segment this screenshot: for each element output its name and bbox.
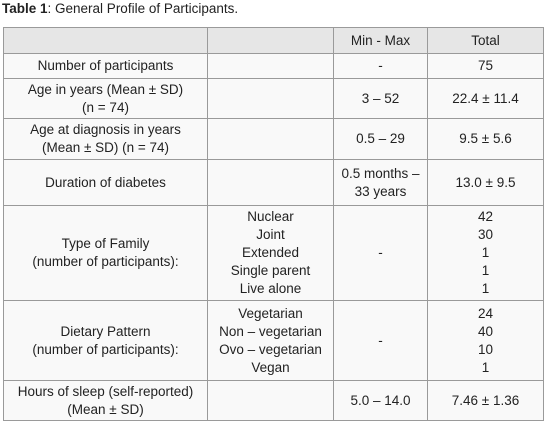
row-label: Duration of diabetes	[3, 159, 208, 206]
min-max: 3 – 52	[333, 78, 428, 119]
total: 13.0 ± 9.5	[427, 159, 544, 206]
total-line: 40	[477, 323, 494, 339]
min-max: -	[333, 205, 428, 301]
row-label: Age at diagnosis in years (Mean ± SD) (n …	[3, 118, 208, 160]
row-items-line: Extended	[241, 245, 300, 260]
total: 9.5 ± 5.6	[427, 118, 544, 160]
total: 42 30 1 1 1	[427, 205, 544, 301]
row-items	[207, 118, 334, 160]
total-line: 10	[477, 341, 494, 357]
total-line: 75	[477, 58, 494, 73]
row-label-line: Age in years (Mean ± SD)	[27, 81, 184, 97]
total-line: 1	[481, 245, 490, 260]
row-items	[207, 380, 334, 421]
row-items-line: Vegetarian	[238, 305, 303, 321]
profile-table: Min - Max Total Number of participants - 7…	[3, 27, 544, 421]
min-max-line: -	[378, 332, 383, 348]
caption-label: Table 1	[2, 1, 48, 16]
caption: Table 1: General Profile of Participants…	[2, 1, 238, 16]
row-items: Nuclear Joint Extended Single parent Live al…	[207, 205, 334, 301]
row-label-line: (Mean ± SD)	[67, 401, 144, 417]
table-row: Age at diagnosis in years (Mean ± SD) (n …	[3, 118, 544, 160]
min-max-line: 33 years	[354, 183, 407, 199]
total-line: 1	[481, 263, 490, 278]
row-items-line: Joint	[256, 227, 285, 242]
min-max: -	[333, 300, 428, 381]
row-items	[207, 78, 334, 119]
total-line: 7.46 ± 1.36	[451, 392, 520, 408]
table-row: Duration of diabetes 0.5 months – 33 years…	[3, 159, 544, 206]
row-label-line: (Mean ± SD) (n = 74)	[41, 140, 170, 155]
min-max-line: 0.5 months –	[341, 165, 420, 181]
row-label: Hours of sleep (self-reported) (Mean ± SD…	[3, 380, 208, 421]
row-items-line: Single parent	[230, 263, 311, 278]
min-max-line: -	[378, 245, 383, 260]
total-line: 13.0 ± 9.5	[455, 174, 516, 190]
min-max: 0.5 months – 33 years	[333, 159, 428, 206]
total-line: 1	[481, 281, 490, 296]
row-label-line: Hours of sleep (self-reported)	[17, 383, 194, 399]
total: 22.4 ± 11.4	[427, 78, 544, 119]
header-cell: Min - Max	[333, 27, 428, 54]
table-row: Number of participants - 75	[3, 53, 544, 79]
table-row: Age in years (Mean ± SD) (n = 74) 3 – 52 22…	[3, 78, 544, 119]
header-cell	[3, 27, 208, 54]
min-max-line: -	[378, 58, 383, 73]
row-label-line: Age at diagnosis in years	[30, 122, 181, 137]
row-label-line: (n = 74)	[82, 99, 129, 115]
min-max: 5.0 – 14.0	[333, 380, 428, 421]
header-cell: Total	[427, 27, 544, 54]
row-items	[207, 53, 334, 79]
row-items-line: Vegan	[251, 359, 290, 375]
table-row: Type of Family (number of participants): N…	[3, 205, 544, 301]
header-cell	[207, 27, 334, 54]
total-line: 24	[477, 305, 494, 321]
row-items-line: Ovo – vegetarian	[219, 341, 322, 357]
table-row: Dietary Pattern (number of participants):…	[3, 300, 544, 381]
total: 75	[427, 53, 544, 79]
min-max-line: 5.0 – 14.0	[350, 392, 411, 408]
min-max: 0.5 – 29	[333, 118, 428, 160]
min-max-line: 0.5 – 29	[356, 131, 405, 146]
row-label: Dietary Pattern (number of participants):	[3, 300, 208, 381]
total-line: 1	[481, 359, 490, 375]
min-max: -	[333, 53, 428, 79]
row-label-line: Duration of diabetes	[45, 174, 166, 190]
row-items-line: Nuclear	[247, 209, 294, 224]
caption-text: : General Profile of Participants.	[47, 1, 239, 16]
total: 24 40 10 1	[427, 300, 544, 381]
total-line: 30	[477, 227, 494, 242]
row-label: Number of participants	[3, 53, 208, 79]
total: 7.46 ± 1.36	[427, 380, 544, 421]
row-label: Age in years (Mean ± SD) (n = 74)	[3, 78, 208, 119]
row-items-line: Non – vegetarian	[219, 323, 322, 339]
header-row: Min - Max Total	[3, 27, 544, 54]
total-line: 22.4 ± 11.4	[452, 90, 519, 106]
min-max-line: 3 – 52	[361, 90, 400, 106]
row-label-line: Number of participants	[37, 58, 174, 73]
row-items-line: Live alone	[239, 281, 302, 296]
row-label-line: (number of participants):	[32, 254, 179, 269]
row-label-line: Type of Family	[61, 236, 150, 251]
row-label-line: (number of participants):	[32, 341, 179, 357]
row-label: Type of Family (number of participants):	[3, 205, 208, 301]
row-label-line: Dietary Pattern	[60, 323, 151, 339]
row-items: Vegetarian Non – vegetarian Ovo – vegetari…	[207, 300, 334, 381]
table-row: Hours of sleep (self-reported) (Mean ± SD…	[3, 380, 544, 421]
row-items	[207, 159, 334, 206]
total-line: 9.5 ± 5.6	[459, 131, 512, 146]
total-line: 42	[477, 209, 494, 224]
